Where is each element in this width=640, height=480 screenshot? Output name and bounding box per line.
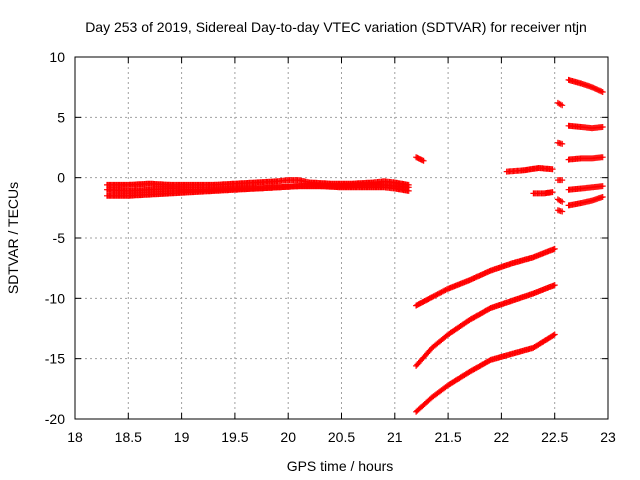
data-markers bbox=[104, 76, 606, 415]
y-axis-label: SDTVAR / TECUs bbox=[5, 182, 21, 294]
x-tick-label: 19 bbox=[174, 429, 190, 445]
series-track-p bbox=[565, 122, 606, 132]
chart-title: Day 253 of 2019, Sidereal Day-to-day VTE… bbox=[85, 19, 587, 35]
data-point-markers bbox=[413, 282, 558, 369]
x-tick-label: 18.5 bbox=[115, 429, 142, 445]
data-point-markers bbox=[565, 194, 606, 209]
axis-ticks: 18 18.5 19 19.5 20 20.5 21 21.5 22 22.5 23 -20 -15 -1… bbox=[45, 49, 616, 445]
series-track-q bbox=[565, 154, 606, 163]
series-track-j bbox=[554, 99, 566, 109]
series-track-h bbox=[503, 165, 556, 175]
series-track-s bbox=[565, 194, 606, 209]
x-tick-label: 21.5 bbox=[434, 429, 461, 445]
data-point-markers bbox=[104, 181, 412, 199]
x-tick-label: 20.5 bbox=[328, 429, 355, 445]
data-point-markers bbox=[554, 177, 566, 184]
data-point-markers bbox=[413, 245, 558, 309]
x-tick-label: 22 bbox=[494, 429, 510, 445]
grid bbox=[75, 57, 608, 419]
series-track-d bbox=[413, 154, 427, 164]
series-track-r bbox=[565, 183, 606, 193]
data-point-markers bbox=[413, 331, 558, 415]
series-track-o bbox=[565, 76, 606, 95]
data-point-markers bbox=[413, 154, 427, 164]
data-point-markers bbox=[554, 99, 566, 109]
x-tick-label: 22.5 bbox=[541, 429, 568, 445]
series-track-e bbox=[413, 245, 558, 309]
y-tick-label: -10 bbox=[45, 290, 65, 306]
data-point-markers bbox=[554, 196, 566, 205]
y-tick-label: 0 bbox=[57, 170, 65, 186]
x-tick-label: 19.5 bbox=[221, 429, 248, 445]
y-tick-label: 5 bbox=[57, 109, 65, 125]
series-track-m bbox=[554, 196, 566, 205]
series-track-l bbox=[554, 177, 566, 184]
series-track-c bbox=[104, 181, 412, 199]
y-tick-label: -20 bbox=[45, 411, 65, 427]
series-track-k bbox=[554, 139, 566, 147]
x-tick-label: 18 bbox=[67, 429, 83, 445]
x-tick-label: 21 bbox=[387, 429, 403, 445]
y-tick-label: 10 bbox=[49, 49, 65, 65]
data-point-markers bbox=[565, 76, 606, 95]
data-point-markers bbox=[554, 139, 566, 147]
series-track-n bbox=[554, 207, 566, 215]
y-tick-label: -5 bbox=[53, 230, 66, 246]
data-point-markers bbox=[565, 183, 606, 193]
data-point-markers bbox=[565, 154, 606, 163]
data-point-markers bbox=[565, 122, 606, 132]
x-axis-label: GPS time / hours bbox=[287, 458, 394, 474]
data-point-markers bbox=[503, 165, 556, 175]
series-track-g bbox=[413, 331, 558, 415]
data-point-markers bbox=[554, 207, 566, 215]
x-tick-label: 23 bbox=[600, 429, 616, 445]
data-point-markers bbox=[530, 189, 556, 197]
x-tick-label: 20 bbox=[280, 429, 296, 445]
y-tick-label: -15 bbox=[45, 351, 65, 367]
series-track-i bbox=[530, 189, 556, 197]
series-track-f bbox=[413, 282, 558, 369]
